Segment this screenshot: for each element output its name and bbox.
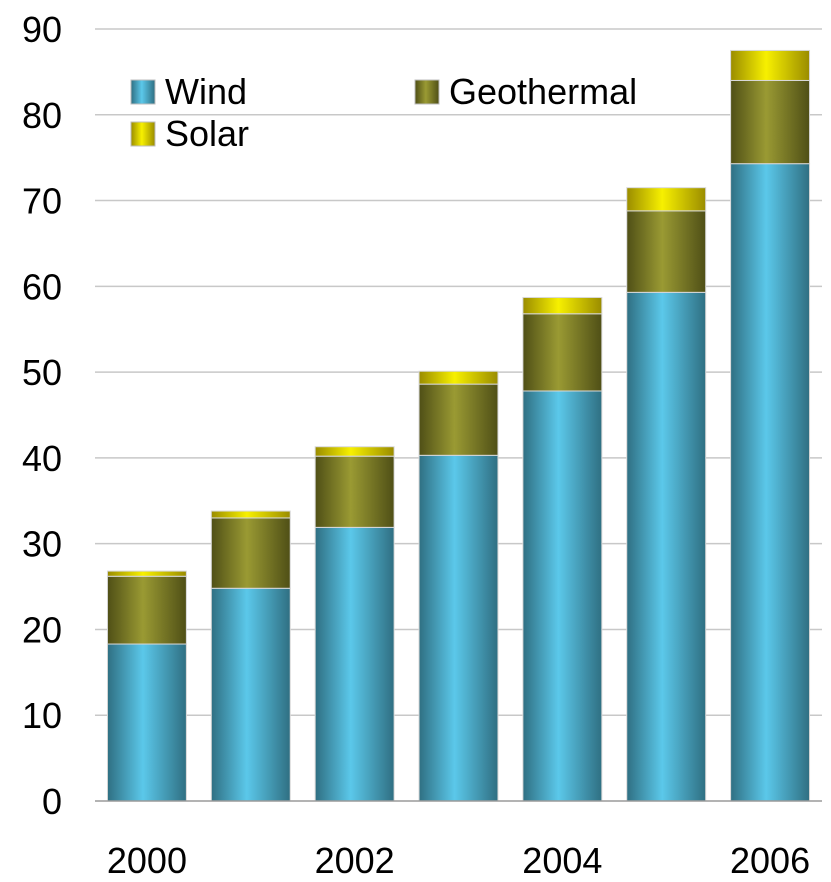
y-tick-label: 10 xyxy=(22,695,62,736)
bar-solar-2001 xyxy=(210,510,291,519)
bar-group-2001 xyxy=(210,510,291,802)
bar-solar-2000 xyxy=(106,570,187,577)
bar-solar-2003 xyxy=(418,370,499,385)
legend-label-geothermal: Geothermal xyxy=(449,71,637,112)
y-tick-label: 40 xyxy=(22,438,62,479)
y-tick-label: 50 xyxy=(22,352,62,393)
bar-solar-2002 xyxy=(314,446,395,457)
bar-geothermal-2002 xyxy=(314,455,395,528)
legend-item-wind: Wind xyxy=(130,71,247,112)
legend-swatch-wind xyxy=(130,79,156,105)
bar-group-2002 xyxy=(314,446,395,802)
bar-geothermal-2000 xyxy=(106,575,187,645)
bar-group-2000 xyxy=(106,570,187,802)
x-tick-label: 2002 xyxy=(315,840,395,881)
bar-geothermal-2004 xyxy=(522,313,603,392)
bar-geothermal-2005 xyxy=(626,210,707,293)
y-tick-label: 30 xyxy=(22,524,62,565)
bar-group-2006 xyxy=(730,49,811,802)
y-tick-label: 80 xyxy=(22,95,62,136)
bar-wind-2000 xyxy=(106,643,187,802)
bar-geothermal-2006 xyxy=(730,79,811,165)
bar-group-2005 xyxy=(626,187,707,802)
x-tick-label: 2006 xyxy=(730,840,810,881)
legend-item-geothermal: Geothermal xyxy=(414,71,637,112)
x-axis-tick-labels: 2000 2002 2004 2006 xyxy=(107,840,810,881)
legend-swatch-geothermal xyxy=(414,79,440,105)
legend: Wind Geothermal Solar xyxy=(130,71,637,154)
legend-label-wind: Wind xyxy=(165,71,247,112)
y-tick-label: 90 xyxy=(22,9,62,50)
bar-wind-2006 xyxy=(730,163,811,802)
bar-solar-2006 xyxy=(730,49,811,81)
bar-solar-2005 xyxy=(626,187,707,212)
bar-wind-2002 xyxy=(314,526,395,802)
y-axis-tick-labels: 0 10 20 30 40 50 60 70 80 90 xyxy=(22,9,62,822)
legend-label-solar: Solar xyxy=(165,113,249,154)
bar-geothermal-2003 xyxy=(418,383,499,456)
bar-wind-2001 xyxy=(210,587,291,802)
legend-item-solar: Solar xyxy=(130,113,249,154)
bar-geothermal-2001 xyxy=(210,517,291,589)
x-tick-label: 2000 xyxy=(107,840,187,881)
x-tick-label: 2004 xyxy=(522,840,602,881)
bar-wind-2005 xyxy=(626,291,707,802)
bars xyxy=(106,49,811,802)
y-tick-label: 60 xyxy=(22,266,62,307)
bar-group-2003 xyxy=(418,370,499,802)
bar-wind-2004 xyxy=(522,390,603,802)
bar-solar-2004 xyxy=(522,296,603,315)
y-tick-label: 0 xyxy=(42,781,62,822)
bar-wind-2003 xyxy=(418,454,499,802)
bar-group-2004 xyxy=(522,296,603,802)
legend-swatch-solar xyxy=(130,121,156,147)
y-tick-label: 20 xyxy=(22,609,62,650)
y-tick-label: 70 xyxy=(22,181,62,222)
